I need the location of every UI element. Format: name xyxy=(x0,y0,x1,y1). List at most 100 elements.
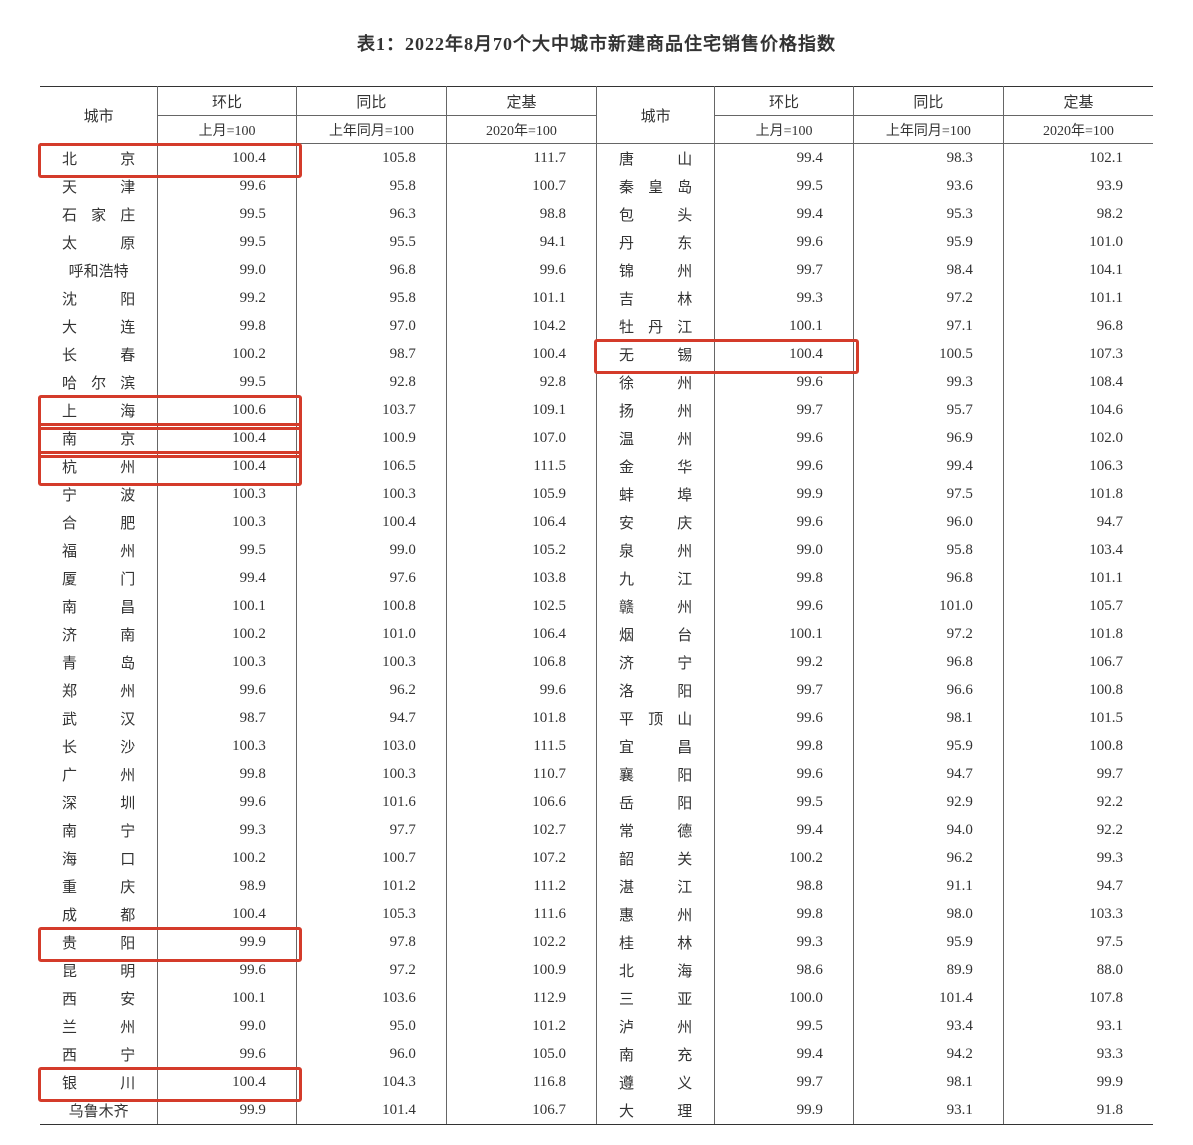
value-cell: 98.7 xyxy=(158,704,297,732)
city-cell: 杭州 xyxy=(40,452,158,480)
hdr-hb-sub-r: 上月=100 xyxy=(715,116,854,144)
value-cell: 99.6 xyxy=(158,172,297,200)
city-cell: 福州 xyxy=(40,536,158,564)
value-cell: 99.7 xyxy=(715,1068,854,1096)
city-cell: 济宁 xyxy=(596,648,714,676)
value-cell: 99.4 xyxy=(715,144,854,173)
value-cell: 97.6 xyxy=(296,564,446,592)
city-cell: 宜昌 xyxy=(596,732,714,760)
value-cell: 99.3 xyxy=(158,816,297,844)
city-cell: 赣州 xyxy=(596,592,714,620)
value-cell: 99.6 xyxy=(715,760,854,788)
city-cell: 西安 xyxy=(40,984,158,1012)
table-row: 西宁99.696.0105.0南充99.494.293.3 xyxy=(40,1040,1153,1068)
value-cell: 99.5 xyxy=(158,228,297,256)
value-cell: 91.8 xyxy=(1003,1096,1153,1125)
value-cell: 98.2 xyxy=(1003,200,1153,228)
city-cell: 扬州 xyxy=(596,396,714,424)
city-cell: 徐州 xyxy=(596,368,714,396)
value-cell: 99.2 xyxy=(158,284,297,312)
value-cell: 96.2 xyxy=(296,676,446,704)
value-cell: 101.1 xyxy=(1003,564,1153,592)
value-cell: 100.4 xyxy=(158,452,297,480)
value-cell: 104.2 xyxy=(446,312,596,340)
value-cell: 101.8 xyxy=(446,704,596,732)
value-cell: 99.7 xyxy=(1003,760,1153,788)
value-cell: 99.6 xyxy=(158,956,297,984)
value-cell: 100.0 xyxy=(715,984,854,1012)
value-cell: 100.2 xyxy=(715,844,854,872)
value-cell: 100.8 xyxy=(296,592,446,620)
value-cell: 103.8 xyxy=(446,564,596,592)
value-cell: 105.7 xyxy=(1003,592,1153,620)
value-cell: 100.3 xyxy=(296,760,446,788)
value-cell: 103.6 xyxy=(296,984,446,1012)
value-cell: 97.1 xyxy=(853,312,1003,340)
city-cell: 西宁 xyxy=(40,1040,158,1068)
value-cell: 106.5 xyxy=(296,452,446,480)
value-cell: 96.2 xyxy=(853,844,1003,872)
city-cell: 丹东 xyxy=(596,228,714,256)
value-cell: 99.7 xyxy=(715,676,854,704)
value-cell: 92.9 xyxy=(853,788,1003,816)
city-cell: 吉林 xyxy=(596,284,714,312)
city-cell: 上海 xyxy=(40,396,158,424)
value-cell: 106.8 xyxy=(446,648,596,676)
city-cell: 郑州 xyxy=(40,676,158,704)
city-cell: 深圳 xyxy=(40,788,158,816)
value-cell: 95.5 xyxy=(296,228,446,256)
value-cell: 96.8 xyxy=(1003,312,1153,340)
table-row: 武汉98.794.7101.8平顶山99.698.1101.5 xyxy=(40,704,1153,732)
table-row: 昆明99.697.2100.9北海98.689.988.0 xyxy=(40,956,1153,984)
value-cell: 99.9 xyxy=(158,1096,297,1125)
value-cell: 100.3 xyxy=(158,732,297,760)
value-cell: 99.4 xyxy=(715,1040,854,1068)
value-cell: 100.2 xyxy=(158,620,297,648)
value-cell: 99.4 xyxy=(715,200,854,228)
hdr-city-l: 城市 xyxy=(40,87,158,144)
value-cell: 105.0 xyxy=(446,1040,596,1068)
value-cell: 106.4 xyxy=(446,508,596,536)
city-cell: 哈尔滨 xyxy=(40,368,158,396)
city-cell: 金华 xyxy=(596,452,714,480)
value-cell: 93.1 xyxy=(1003,1012,1153,1040)
value-cell: 97.5 xyxy=(1003,928,1153,956)
table-row: 大连99.897.0104.2牡丹江100.197.196.8 xyxy=(40,312,1153,340)
table-row: 宁波100.3100.3105.9蚌埠99.997.5101.8 xyxy=(40,480,1153,508)
hdr-tb-sub-r: 上年同月=100 xyxy=(853,116,1003,144)
value-cell: 98.6 xyxy=(715,956,854,984)
value-cell: 100.4 xyxy=(158,424,297,452)
value-cell: 99.8 xyxy=(715,732,854,760)
value-cell: 106.3 xyxy=(1003,452,1153,480)
value-cell: 106.6 xyxy=(446,788,596,816)
value-cell: 99.8 xyxy=(715,900,854,928)
value-cell: 97.5 xyxy=(853,480,1003,508)
value-cell: 100.1 xyxy=(715,312,854,340)
table-row: 合肥100.3100.4106.4安庆99.696.094.7 xyxy=(40,508,1153,536)
value-cell: 96.8 xyxy=(853,564,1003,592)
value-cell: 95.8 xyxy=(296,172,446,200)
value-cell: 96.0 xyxy=(296,1040,446,1068)
value-cell: 100.3 xyxy=(158,508,297,536)
city-cell: 秦皇岛 xyxy=(596,172,714,200)
table-row: 南宁99.397.7102.7常德99.494.092.2 xyxy=(40,816,1153,844)
value-cell: 107.0 xyxy=(446,424,596,452)
hdr-dj-sub-r: 2020年=100 xyxy=(1003,116,1153,144)
value-cell: 100.4 xyxy=(158,144,297,173)
city-cell: 广州 xyxy=(40,760,158,788)
hdr-hb-sub-l: 上月=100 xyxy=(158,116,297,144)
table-container: 城市 环比 同比 定基 城市 环比 同比 定基 上月=100 上年同月=100 … xyxy=(40,86,1153,1125)
value-cell: 100.6 xyxy=(158,396,297,424)
value-cell: 99.5 xyxy=(158,368,297,396)
city-cell: 岳阳 xyxy=(596,788,714,816)
table-row: 海口100.2100.7107.2韶关100.296.299.3 xyxy=(40,844,1153,872)
value-cell: 98.0 xyxy=(853,900,1003,928)
city-cell: 武汉 xyxy=(40,704,158,732)
value-cell: 99.5 xyxy=(715,788,854,816)
city-cell: 合肥 xyxy=(40,508,158,536)
value-cell: 99.7 xyxy=(715,256,854,284)
value-cell: 101.6 xyxy=(296,788,446,816)
hdr-hb-r: 环比 xyxy=(715,87,854,116)
city-cell: 北海 xyxy=(596,956,714,984)
value-cell: 100.8 xyxy=(1003,676,1153,704)
